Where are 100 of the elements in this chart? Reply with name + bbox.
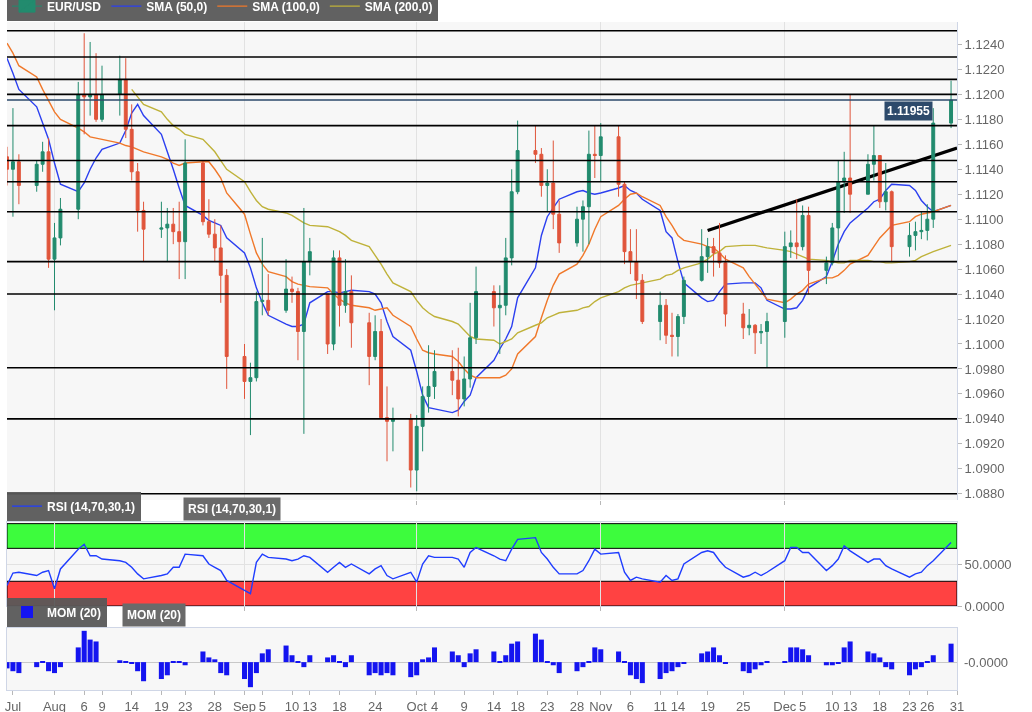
candlestick [408,413,413,489]
candlestick [40,141,45,173]
candlestick [788,229,793,259]
y-tick-label: 1.1180 [964,111,1004,127]
y-tick-label: 1.0980 [964,361,1005,377]
candlestick [46,137,51,269]
candlestick [497,284,502,355]
candlestick [806,206,811,295]
x-tick-label: 10 [284,698,300,712]
candlestick [883,162,888,211]
bar [948,643,954,663]
x-tick-label: 5 [799,698,807,712]
candlestick [794,198,799,260]
candlestick [337,249,342,328]
candlestick [325,293,330,355]
candlestick [34,160,39,193]
candlestick [456,347,461,417]
x-tick-label: 26 [920,698,935,712]
candlestick [931,107,936,229]
y-tick-label: 1.1100 [964,211,1004,227]
candlestick [367,312,372,386]
x-tick-label: 23 [540,698,555,712]
y-tick-label: 1.0940 [964,411,1005,427]
y-tick-label: 1.1000 [964,336,1005,352]
candlestick [100,65,104,123]
candlestick [301,207,306,435]
x-tick-label: 25 [736,698,751,712]
candlestick [557,199,562,254]
x-tick-label: 31 [949,698,965,712]
candlestick [373,314,378,361]
candlestick [949,80,954,129]
x-tick-label: 18 [510,698,525,712]
y-tick-label: 1.1220 [964,61,1005,77]
x-tick-label: 14 [124,698,139,712]
candlestick [307,237,312,276]
y-tick-label: 1.1020 [964,311,1005,327]
candlestick [586,130,591,245]
x-tick-label: 19 [700,698,715,712]
candlestick [889,189,894,263]
y-tick-label: 1.1060 [964,261,1005,277]
candlestick [171,207,176,245]
x-tick-label: 13 [302,698,318,712]
candlestick [129,103,134,181]
x-tick-label: 13 [842,698,858,712]
y-tick-label: 1.1200 [964,86,1005,102]
candlestick [117,55,122,117]
candlestick [290,276,294,304]
candlestick [379,318,384,420]
candlestick [640,273,645,325]
candlestick [390,407,395,452]
x-tick-label: 4 [430,698,439,712]
x-tick-label: 23 [902,698,917,712]
candlestick [385,385,389,462]
text: RSI (14,70,30,1) [188,502,277,516]
candlestick [865,153,870,195]
candlestick [681,276,686,325]
candlestick [592,125,597,179]
candlestick [925,203,930,241]
y-tick-label: 0.0000 [964,598,1005,614]
candlestick [765,312,769,369]
y-tick-label: 1.1120 [964,186,1004,202]
candlestick [830,222,835,266]
candlestick [509,168,514,266]
candlestick [753,323,758,355]
candlestick [503,237,508,316]
candlestick [824,256,829,285]
legend-label: RSI (14,70,30,1) [47,499,136,514]
candlestick [782,231,787,339]
candlestick [664,298,669,345]
x-tick-label: 11 [653,698,667,712]
y-tick-label: 1.0880 [964,486,1005,502]
candlestick [675,313,680,357]
x-tick-label: Jul [4,698,22,712]
candlestick [343,258,348,314]
candlestick [242,343,247,400]
candlestick [747,308,752,336]
candlestick [94,52,99,123]
candlestick [871,125,876,181]
candlestick [200,160,205,226]
bar [461,662,467,668]
x-tick-label: 6 [626,698,635,712]
x-tick-label: Nov [589,698,613,712]
candlestick [183,138,188,280]
x-tick-label: 28 [207,698,223,712]
x-tick-label: 23 [177,698,193,712]
legend-label: EUR/USD [47,0,102,14]
candlestick [212,218,217,263]
candlestick [842,151,847,214]
candlestick [284,258,289,314]
y-tick-label: 1.1040 [964,286,1005,302]
candlestick [634,228,639,300]
candlestick [76,81,81,220]
candlestick [515,120,520,195]
x-tick-label: Oct [406,698,428,712]
candlestick [468,302,473,389]
candlestick [705,237,710,274]
y-tick-label: 1.1140 [964,161,1004,177]
candlestick [598,122,603,183]
candlestick [545,168,550,213]
candlestick [331,249,336,351]
